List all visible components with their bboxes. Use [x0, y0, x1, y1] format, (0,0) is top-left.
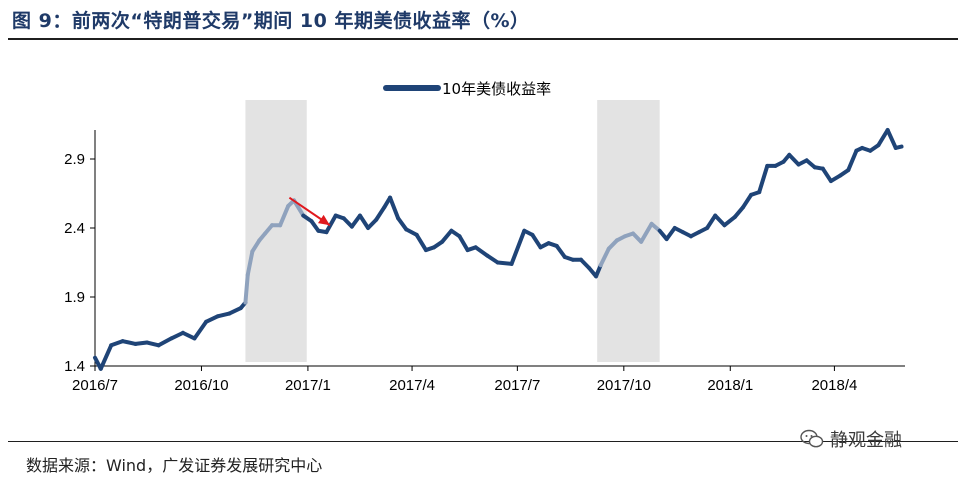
x-tick-label: 2018/1 [707, 377, 753, 394]
shaded-period-2 [597, 100, 660, 362]
series-segment [846, 148, 859, 173]
series-segment [357, 213, 371, 230]
watermark: 静观金融 [800, 426, 902, 452]
series-layer [93, 128, 904, 371]
y-tick-label: 1.9 [64, 289, 85, 306]
x-tick-label: 2017/1 [285, 377, 331, 394]
x-tick-label: 2016/7 [72, 377, 118, 394]
figure-title: 图 9：前两次“特朗普交易”期间 10 年期美债收益率（%） [12, 10, 530, 32]
series-segment [156, 336, 174, 348]
x-tick-label: 2016/10 [174, 377, 228, 394]
x-tick-label: 2017/10 [597, 377, 651, 394]
series-segment [495, 260, 514, 266]
series-segment [388, 195, 401, 221]
watermark-text: 静观金融 [830, 430, 902, 451]
series-segment [741, 192, 754, 210]
series-segment [787, 152, 801, 167]
series-segment [705, 213, 718, 230]
x-tick-label: 2017/7 [494, 377, 540, 394]
series-segment [530, 232, 543, 250]
legend-label: 10年美债收益率 [442, 80, 551, 98]
series-segment [109, 339, 125, 348]
series-segment [227, 306, 243, 316]
y-tick-label: 1.4 [64, 358, 85, 375]
series-segment [120, 339, 138, 346]
annotation-arrow [288, 196, 331, 227]
footer-rule [8, 441, 958, 442]
series-segment [485, 253, 500, 265]
series-segment [278, 203, 291, 228]
series-segment [664, 226, 677, 242]
series-segment [245, 249, 255, 277]
series-segment [457, 234, 470, 253]
series-segment [554, 243, 567, 259]
shaded-period-1 [245, 100, 307, 362]
series-segment [192, 319, 209, 341]
series-segment [893, 144, 904, 150]
series-segment [713, 213, 727, 228]
series-segment [473, 245, 490, 258]
series-segment [374, 205, 387, 222]
series-segment [204, 314, 220, 324]
series-segment [598, 246, 611, 268]
source-note: 数据来源：Wind，广发证券发展研究中心 [26, 456, 323, 475]
series-segment [169, 330, 185, 341]
series-segment [414, 232, 428, 253]
series-segment [98, 343, 114, 371]
series-segment [757, 163, 770, 195]
series-segment [509, 228, 527, 266]
y-tick-label: 2.9 [64, 151, 85, 168]
series-segment [243, 272, 250, 305]
y-tick-label: 2.4 [64, 220, 85, 237]
series-segment [440, 228, 454, 244]
series-segment [722, 214, 737, 228]
wechat-icon [800, 429, 824, 448]
x-tick-label: 2017/4 [389, 377, 435, 394]
x-tick-label: 2018/4 [811, 377, 857, 394]
shaded-periods [245, 100, 660, 362]
series-segment [396, 216, 409, 232]
line-chart: 1.4 1.9 2.4 2.9 2016/7 2016/10 2017/1 2017/4 201… [64, 80, 905, 394]
series-segment [885, 128, 898, 150]
series-segment [732, 205, 745, 219]
title-rule [8, 38, 958, 40]
chart-axes: 1.4 1.9 2.4 2.9 2016/7 2016/10 2017/1 2017/4 201… [64, 130, 905, 394]
series-segment [180, 330, 197, 341]
series-segment [820, 166, 833, 184]
series-segment [250, 238, 262, 254]
chart-legend: 10年美债收益率 [383, 80, 551, 98]
series-segment [639, 221, 654, 244]
series-segment [876, 128, 890, 148]
series-segment [349, 213, 362, 229]
arrow-head [317, 214, 330, 226]
series-segment [324, 213, 338, 235]
